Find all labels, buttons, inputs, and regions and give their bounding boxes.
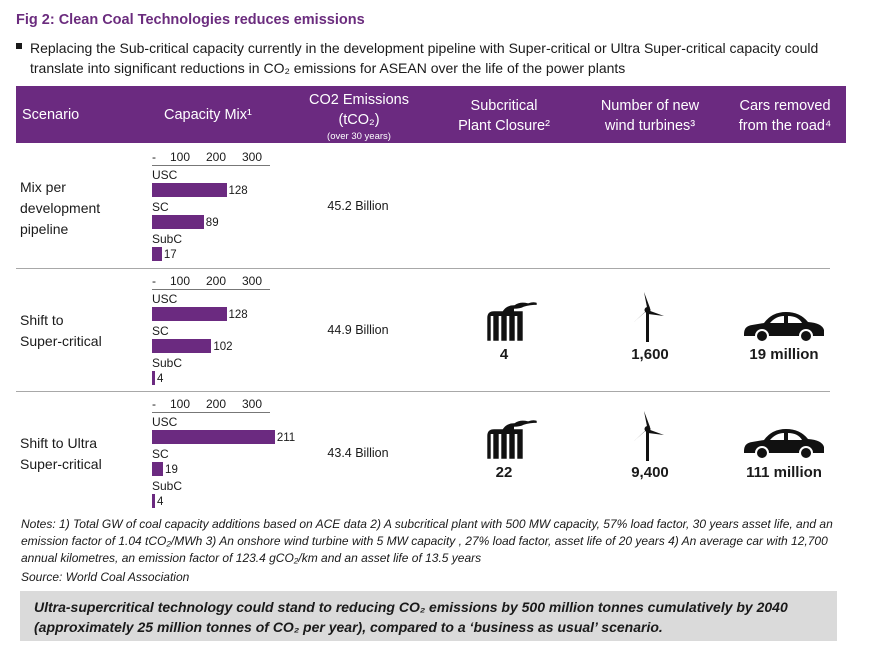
scenario-line: Super-critical <box>20 333 102 349</box>
bar-value-label: 4 <box>157 496 164 508</box>
plant-closure-value: 4 <box>499 346 509 363</box>
header-cars-line2: from the road⁴ <box>738 118 832 134</box>
header-closure-line1: Subcritical <box>470 98 538 114</box>
figure-title: Fig 2: Clean Coal Technologies reduces e… <box>16 12 365 28</box>
category-label: USC <box>152 292 178 306</box>
table-row: Shift to Ultra Super-critical -100 200 300… <box>16 395 846 513</box>
capacity-bar <box>152 430 275 444</box>
capacity-bar <box>152 215 204 229</box>
category-label: SubC <box>152 232 183 246</box>
car-icon <box>742 308 826 349</box>
plant-closure-value: 22 <box>495 464 513 481</box>
bar-value-label: 128 <box>228 309 248 321</box>
co2-emissions-value: 44.9 Billion <box>327 323 389 337</box>
scenario-label: Shift to Ultra Super-critical <box>20 433 102 475</box>
category-label: SC <box>152 200 169 214</box>
scenario-line: Mix per <box>20 179 66 195</box>
bullet-point: Replacing the Sub-critical capacity curr… <box>16 38 846 78</box>
capacity-bar <box>152 494 155 508</box>
header-co2-note: (over 30 years) <box>327 131 391 142</box>
table-row: Shift to Super-critical -100 200 300 USC 128… <box>16 272 846 390</box>
header-wind-turbines: Number of new wind turbines³ <box>586 96 714 136</box>
bullet-text: Replacing the Sub-critical capacity curr… <box>30 40 819 76</box>
factory-icon <box>482 414 540 465</box>
axis-line <box>152 412 270 413</box>
capacity-mix-chart: -100 200 300 USC 128 SC 89 SubC 17 <box>152 148 292 266</box>
category-label: SubC <box>152 479 183 493</box>
source-line: Source: World Coal Association <box>21 570 190 584</box>
axis-tick-label: 100 <box>170 150 191 164</box>
bar-value-label: 89 <box>205 217 219 229</box>
header-scenario: Scenario <box>22 107 80 123</box>
category-label: USC <box>152 415 178 429</box>
scenario-label: Mix per development pipeline <box>20 177 100 240</box>
co2-emissions-value: 45.2 Billion <box>327 199 389 213</box>
category-label: SC <box>152 447 169 461</box>
wind-turbines-value: 9,400 <box>631 464 669 481</box>
category-label: USC <box>152 168 178 182</box>
bar-value-label: 128 <box>228 185 248 197</box>
axis-tick-label: - <box>152 397 156 411</box>
footnotes: Notes: 1) Total GW of coal capacity addi… <box>21 517 833 565</box>
callout-box: Ultra-supercritical technology could sta… <box>20 591 837 641</box>
car-icon <box>742 425 826 466</box>
scenario-label: Shift to Super-critical <box>20 310 102 352</box>
capacity-mix-chart: -100 200 300 USC 211 SC 19 SubC 4 <box>152 395 296 513</box>
scenario-line: Shift to Ultra <box>20 435 98 451</box>
category-label: SC <box>152 324 169 338</box>
co2-emissions-value: 43.4 Billion <box>327 446 389 460</box>
wind-turbines-value: 1,600 <box>631 346 669 363</box>
capacity-bar <box>152 307 227 321</box>
header-co2-line1: CO2 Emissions <box>309 92 409 108</box>
header-cars-removed: Cars removed from the road⁴ <box>728 96 842 136</box>
header-turbines-line2: wind turbines³ <box>604 118 696 134</box>
axis-line <box>152 165 270 166</box>
header-cars-line1: Cars removed <box>739 98 831 114</box>
capacity-mix-chart: -100 200 300 USC 128 SC 102 SubC 4 <box>152 272 292 390</box>
scenario-line: development <box>20 200 101 216</box>
row-divider <box>16 268 830 269</box>
bar-value-label: 102 <box>213 341 233 353</box>
scenario-line: Shift to <box>20 312 64 328</box>
bullet-icon <box>16 43 22 49</box>
wind-turbine-icon <box>628 292 668 347</box>
capacity-bar <box>152 339 212 353</box>
wind-turbine-icon <box>628 411 668 466</box>
header-capacity-mix: Capacity Mix¹ <box>164 107 252 123</box>
header-turbines-line1: Number of new <box>600 98 700 114</box>
axis-tick-label: 100 <box>170 397 191 411</box>
capacity-bar <box>152 371 155 385</box>
header-co2-emissions: CO2 Emissions (tCO₂) (over 30 years) <box>294 90 424 144</box>
axis-tick-label: - <box>152 150 156 164</box>
bar-value-label: 211 <box>276 432 296 444</box>
axis-tick-label: 300 <box>242 274 263 288</box>
bar-value-label: 17 <box>163 249 177 261</box>
capacity-bar <box>152 247 162 261</box>
scenario-line: Super-critical <box>20 456 102 472</box>
table-header: Scenario Capacity Mix¹ CO2 Emissions (tC… <box>16 86 846 143</box>
row-divider <box>16 391 830 392</box>
scenario-line: pipeline <box>20 221 69 237</box>
axis-tick-label: 100 <box>170 274 191 288</box>
axis-tick-label: 300 <box>242 397 263 411</box>
axis-tick-label: 300 <box>242 150 263 164</box>
bar-value-label: 19 <box>165 464 178 476</box>
category-label: SubC <box>152 356 183 370</box>
axis-tick-label: 200 <box>206 274 227 288</box>
header-co2-line2: (tCO₂) <box>338 112 380 128</box>
axis-tick-label: 200 <box>206 150 227 164</box>
factory-icon <box>482 296 540 347</box>
cars-removed-value: 111 million <box>746 464 822 481</box>
capacity-bar <box>152 183 227 197</box>
header-closure-line2: Plant Closure² <box>458 118 550 134</box>
axis-tick-label: 200 <box>206 397 227 411</box>
cars-removed-value: 19 million <box>749 346 819 363</box>
bar-value-label: 4 <box>157 373 164 385</box>
capacity-bar <box>152 462 164 476</box>
axis-tick-label: - <box>152 274 156 288</box>
table-row: Mix per development pipeline -100 200 300 U… <box>16 148 846 266</box>
header-plant-closure: Subcritical Plant Closure² <box>441 96 567 136</box>
axis-line <box>152 289 270 290</box>
